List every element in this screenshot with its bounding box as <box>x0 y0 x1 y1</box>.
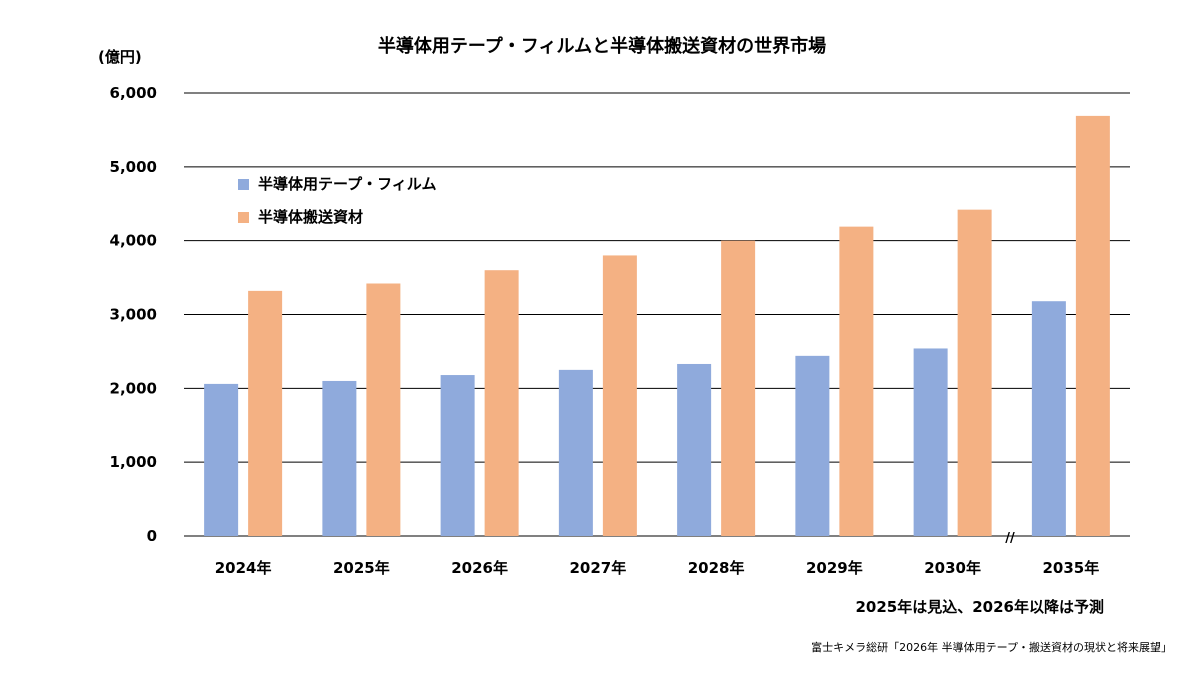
bar-carrier-materials <box>957 209 992 536</box>
x-tick-label: 2026年 <box>451 559 508 577</box>
bar-tape-film <box>913 348 948 536</box>
y-tick-label: 6,000 <box>110 84 157 102</box>
bar-carrier-materials <box>484 270 519 536</box>
y-tick-label: 2,000 <box>110 379 157 397</box>
bar-tape-film <box>677 363 712 536</box>
bar-carrier-materials <box>839 226 874 536</box>
chart-title: 半導体用テープ・フィルムと半導体搬送資材の世界市場 <box>378 35 826 57</box>
bar-tape-film <box>558 369 593 536</box>
bar-tape-film <box>204 383 239 536</box>
bar-tape-film <box>1031 301 1066 536</box>
legend: 半導体用テープ・フィルム 半導体搬送資材 <box>238 175 437 226</box>
y-tick-label: 0 <box>147 527 157 545</box>
bar-carrier-materials <box>602 255 637 536</box>
source-credit: 富士キメラ総研「2026年 半導体用テープ・搬送資材の現状と将来展望」 <box>811 640 1172 654</box>
x-tick-label: 2035年 <box>1043 559 1100 577</box>
x-tick-label: 2029年 <box>806 559 863 577</box>
x-tick-label: 2030年 <box>924 559 981 577</box>
x-tick-labels: 2024年 2025年 2026年 2027年 2028年 2029年 2030年 2035年 <box>215 559 1100 577</box>
y-tick-label: 4,000 <box>110 232 157 250</box>
y-tick-label: 1,000 <box>110 453 157 471</box>
legend-swatch-tape-film <box>238 179 249 190</box>
y-tick-label: 5,000 <box>110 158 157 176</box>
forecast-note: 2025年は見込、2026年以降は予測 <box>856 598 1105 616</box>
bar-carrier-materials <box>721 240 756 536</box>
x-tick-label: 2024年 <box>215 559 272 577</box>
y-tick-labels: 0 1,000 2,000 3,000 4,000 5,000 6,000 <box>110 84 157 545</box>
legend-swatch-carrier-materials <box>238 212 249 223</box>
bars <box>204 115 1110 536</box>
bar-carrier-materials <box>1075 115 1110 536</box>
x-tick-label: 2027年 <box>570 559 627 577</box>
y-tick-label: 3,000 <box>110 306 157 324</box>
x-tick-label: 2028年 <box>688 559 745 577</box>
axis-break-marker: // <box>1005 531 1015 546</box>
x-tick-label: 2025年 <box>333 559 390 577</box>
bar-tape-film <box>795 355 830 536</box>
bar-tape-film <box>322 380 357 536</box>
y-axis-unit-label: (億円) <box>98 48 142 66</box>
legend-label-carrier-materials: 半導体搬送資材 <box>258 208 363 226</box>
legend-label-tape-film: 半導体用テープ・フィルム <box>258 175 437 193</box>
bar-carrier-materials <box>366 283 401 536</box>
bar-tape-film <box>440 375 475 536</box>
bar-carrier-materials <box>248 290 283 536</box>
